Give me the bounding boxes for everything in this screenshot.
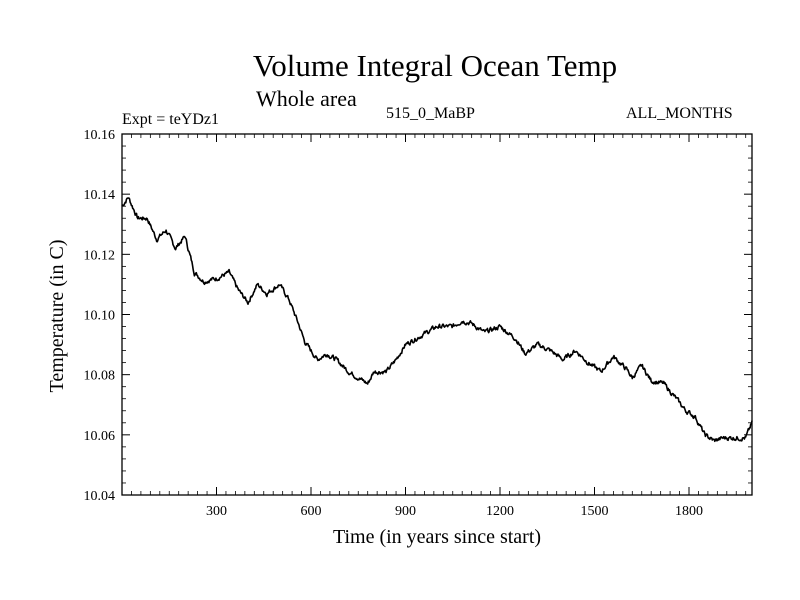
- x-tick-label: 900: [395, 504, 416, 519]
- x-tick-label: 1800: [675, 504, 703, 519]
- x-tick-label: 1200: [486, 504, 514, 519]
- x-axis-label: Time (in years since start): [332, 526, 542, 548]
- y-tick-label: 10.12: [84, 248, 116, 263]
- y-tick-label: 10.14: [84, 188, 116, 203]
- experiment-label: Expt = teYDz1: [122, 111, 219, 128]
- series-line: [121, 197, 753, 443]
- tick-group: [122, 133, 752, 496]
- chart-subtitle: Whole area: [256, 86, 357, 111]
- y-tick-label: 10.16: [84, 128, 116, 143]
- x-tick-label: 1500: [581, 504, 609, 519]
- y-tick-label: 10.06: [84, 429, 116, 444]
- months-label: ALL_MONTHS: [626, 105, 733, 122]
- y-tick-label: 10.08: [84, 369, 116, 384]
- tick-label-group: 300 600 900 1200 1500 1800 10.04 10.06 10.08 10.1…: [84, 128, 704, 519]
- plot-frame: [121, 133, 753, 496]
- x-tick-label: 300: [206, 504, 227, 519]
- y-tick-label: 10.04: [84, 489, 116, 504]
- chart-title: Volume Integral Ocean Temp: [252, 48, 618, 83]
- y-tick-label: 10.10: [84, 309, 116, 324]
- x-tick-label: 600: [301, 504, 322, 519]
- period-label: 515_0_MaBP: [386, 105, 475, 122]
